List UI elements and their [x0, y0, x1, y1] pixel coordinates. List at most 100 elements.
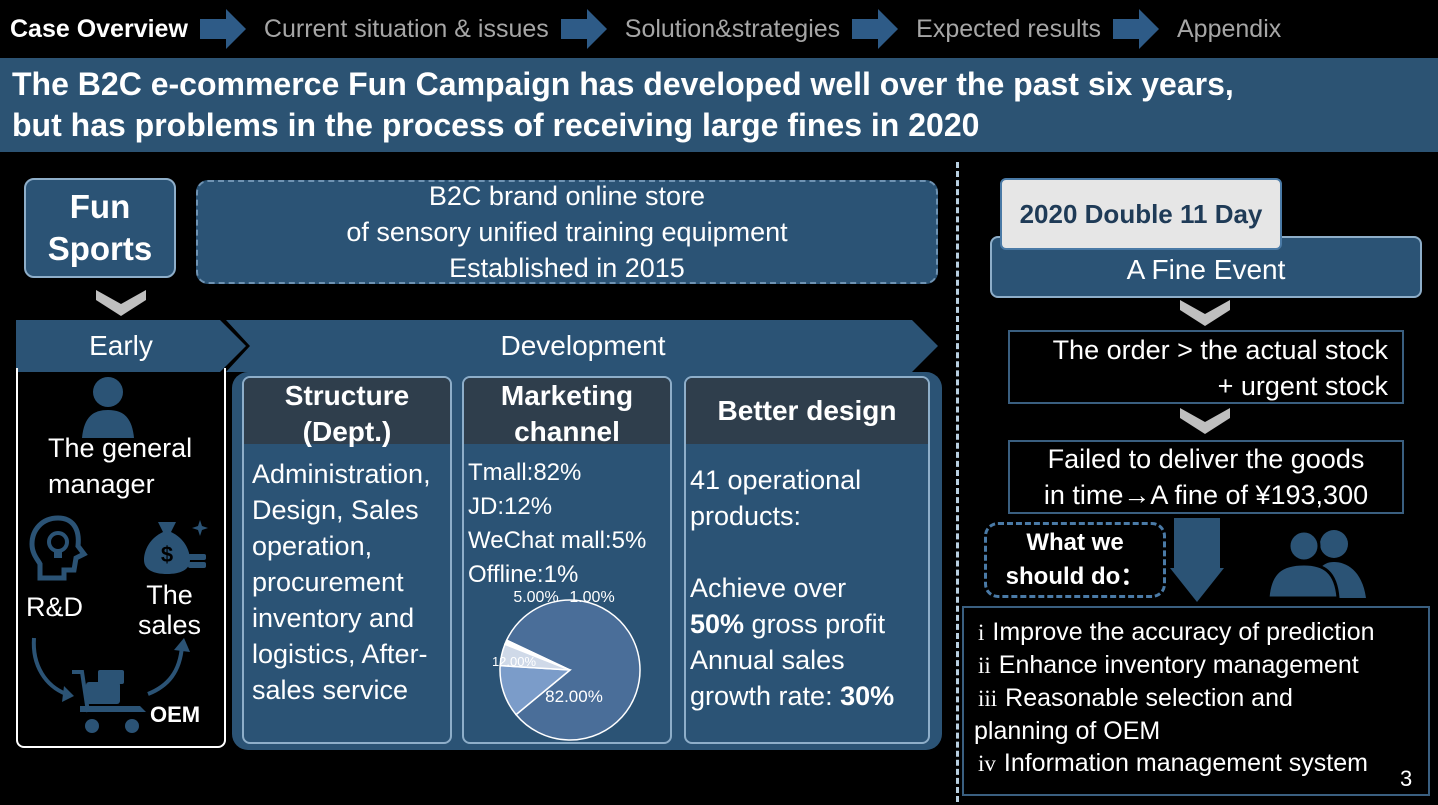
early-label: Early: [89, 330, 153, 361]
gm-line1: The general: [48, 433, 193, 463]
marketing-line: Tmall:82%: [468, 459, 582, 486]
development-label: Development: [500, 330, 666, 361]
action-item: planning of OEM: [974, 715, 1428, 747]
nav-item-case-overview[interactable]: Case Overview: [10, 14, 188, 43]
action-list: i Improve the accuracy of prediction ii En…: [962, 606, 1430, 796]
marketing-line: WeChat mall:5%: [468, 527, 647, 554]
action-text: planning of OEM: [974, 717, 1161, 745]
action-number: i: [978, 620, 985, 645]
gross-profit-value: 50%: [690, 609, 745, 639]
design-line6: growth rate: 30%: [690, 678, 928, 714]
structure-line: logistics, After-: [252, 639, 428, 669]
design-line3: Achieve over: [690, 573, 847, 603]
arrow-right-icon: [560, 9, 607, 49]
pie-data-label: 12.00%: [492, 654, 537, 669]
pie-data-label: 5.00%: [513, 589, 558, 606]
page-title: The B2C e-commerce Fun Campaign has deve…: [0, 58, 1438, 152]
title-line-1: The B2C e-commerce Fun Campaign has deve…: [12, 66, 1234, 102]
chevron-down-icon: [96, 290, 146, 316]
pie-slice: [505, 599, 641, 741]
chevron-down-icon: [1180, 300, 1230, 326]
structure-line: Administration,: [252, 459, 431, 489]
gross-profit-text: gross profit: [744, 609, 886, 639]
structure-list: Administration, Design, Sales operation,…: [244, 444, 450, 708]
growth-rate-text: growth rate:: [690, 681, 841, 711]
step1-line2: + urgent stock: [1217, 371, 1388, 401]
nav-item-current-situation[interactable]: Current situation & issues: [263, 14, 549, 43]
early-banner: [16, 320, 246, 372]
action-item: ii Enhance inventory management: [978, 649, 1428, 682]
money-bag-icon: $: [144, 520, 208, 574]
structure-column: Structure (Dept.) Administration, Design…: [242, 376, 452, 744]
action-number: ii: [978, 653, 991, 678]
structure-header: Structure (Dept.): [244, 378, 450, 447]
company-name-line2: Sports: [47, 230, 153, 267]
question-box: What we should do：: [984, 522, 1166, 598]
nav-breadcrumb: Case Overview Current situation & issues…: [0, 0, 1438, 58]
action-number: iii: [978, 686, 998, 711]
event-title: A Fine Event: [1126, 254, 1286, 285]
oem-cycle-diagram: [31, 637, 190, 733]
arrow-down-icon: [1170, 518, 1224, 602]
fine-box: Failed to deliver the goods in time→A fi…: [1008, 440, 1404, 514]
arrow-right-icon: [1113, 9, 1159, 49]
company-desc-line3: Established in 2015: [449, 253, 685, 283]
step2-line2: in time→A fine of ¥193,300: [1043, 480, 1369, 510]
design-line2: products:: [690, 501, 802, 531]
question-line1: What we: [1026, 529, 1124, 556]
marketing-line: JD:12%: [468, 493, 553, 520]
marketing-header: Marketing channel: [464, 378, 670, 447]
brain-lightbulb-icon: [29, 515, 88, 581]
structure-line: inventory and: [252, 603, 415, 633]
person-icon: [82, 377, 134, 438]
design-column: Better design 41 operational products: A…: [684, 376, 930, 744]
arrow-right-icon: [199, 9, 246, 49]
design-line1: 41 operational: [690, 465, 862, 495]
gm-line2: manager: [48, 469, 155, 499]
step1-line1: The order > the actual stock: [1052, 335, 1388, 365]
nav-item-appendix[interactable]: Appendix: [1177, 14, 1282, 43]
action-text: Improve the accuracy of prediction: [992, 618, 1375, 646]
marketing-column: Marketing channel Tmall:82% JD:12% WeCha…: [462, 376, 672, 744]
early-panel: [16, 368, 226, 748]
structure-title-line2: (Dept.): [302, 416, 392, 447]
step2-line1: Failed to deliver the goods: [1047, 444, 1365, 474]
company-name-box: Fun Sports: [24, 178, 176, 278]
rd-label: R&D: [26, 592, 84, 622]
action-text: Reasonable selection and: [1005, 684, 1293, 712]
design-line5: Annual sales: [690, 645, 845, 675]
development-banner: [226, 320, 938, 372]
design-list: 41 operational products: Achieve over 50…: [686, 444, 928, 714]
nav-item-solution[interactable]: Solution&strategies: [624, 14, 841, 43]
sales-line2: sales: [138, 610, 202, 640]
nav-item-expected-results[interactable]: Expected results: [916, 14, 1101, 43]
structure-line: operation,: [252, 531, 373, 561]
sales-line1: The: [146, 580, 193, 610]
svg-text:$: $: [161, 542, 173, 567]
order-stock-box: The order > the actual stock + urgent st…: [1008, 330, 1404, 404]
design-header: Better design: [686, 378, 928, 444]
section-divider: [956, 162, 959, 802]
marketing-line: Offline:1%: [468, 561, 579, 588]
people-icon: [1266, 529, 1366, 598]
channel-pie-chart: 82.00% 12.00% 5.00% 1.00%: [492, 589, 641, 741]
general-manager-label: The general manager: [48, 430, 192, 502]
action-text: Enhance inventory management: [998, 651, 1359, 679]
chevron-down-icon: [1180, 408, 1230, 434]
action-text: Information management system: [1003, 749, 1368, 777]
company-description: B2C brand online store of sensory unifie…: [196, 180, 938, 284]
action-item: i Improve the accuracy of prediction: [978, 616, 1428, 649]
structure-line: Design, Sales: [252, 495, 419, 525]
company-name-line1: Fun: [69, 188, 131, 225]
structure-title-line1: Structure: [284, 380, 410, 411]
event-tab: 2020 Double 11 Day: [1000, 178, 1282, 250]
oem-label: OEM: [150, 702, 201, 727]
pie-slice: [503, 639, 571, 671]
company-desc-line1: B2C brand online store: [428, 181, 706, 211]
question-line2: should do：: [1005, 563, 1145, 590]
pie-data-label: 1.00%: [569, 589, 614, 606]
company-desc-line2: of sensory unified training equipment: [346, 217, 788, 247]
title-line-2: but has problems in the process of recei…: [12, 107, 980, 143]
action-number: iv: [978, 751, 996, 776]
sales-label: The sales: [138, 580, 201, 640]
